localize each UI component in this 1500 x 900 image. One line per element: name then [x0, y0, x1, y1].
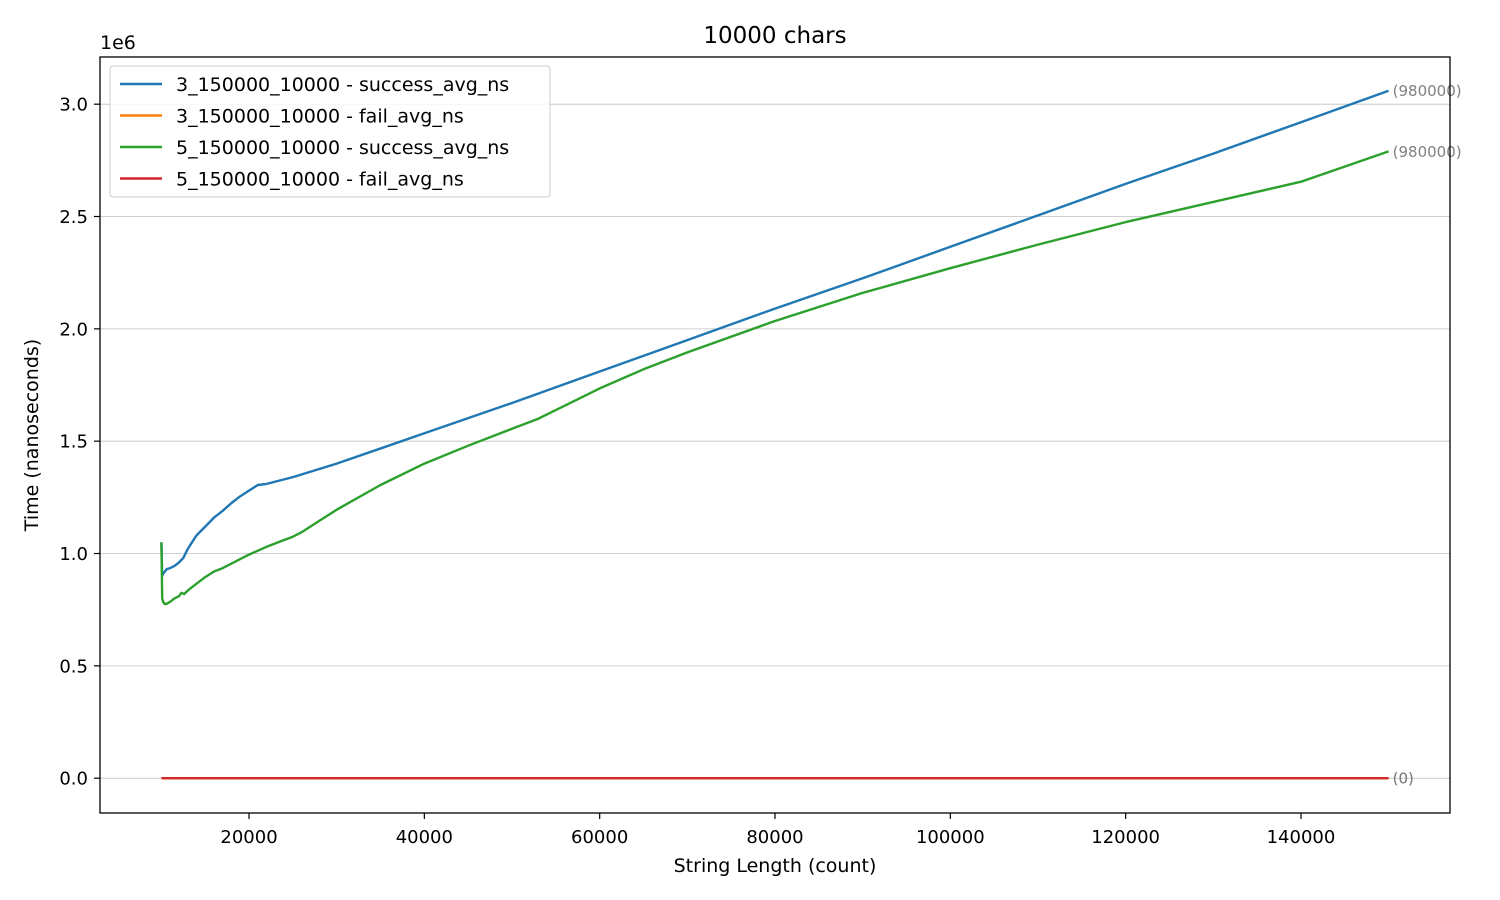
legend: 3_150000_10000 - success_avg_ns 3_150000_…: [109, 65, 551, 198]
y-axis-offset-label: 1e6: [100, 32, 136, 54]
x-tick-label: 80000: [746, 827, 803, 848]
y-tick-label: 0.0: [59, 769, 88, 790]
legend-label-3: 5_150000_10000 - fail_avg_ns: [176, 169, 464, 191]
x-axis-title: String Length (count): [674, 855, 877, 877]
x-tick-label: 60000: [571, 827, 628, 848]
x-tick-label: 140000: [1267, 827, 1336, 848]
series-end-label-3: (0): [1393, 770, 1414, 788]
y-axis-ticks: 0.0 0.5 1.0 1.5 2.0 2.5 3.0: [59, 95, 100, 790]
x-tick-label: 40000: [396, 827, 453, 848]
end-labels: (980000)(0)(980000)(0): [1393, 82, 1462, 787]
legend-label-1: 3_150000_10000 - fail_avg_ns: [176, 106, 464, 128]
series-end-label-1: (0): [1393, 770, 1414, 788]
legend-label-0: 3_150000_10000 - success_avg_ns: [176, 74, 509, 96]
series-lines: [160, 89, 1390, 780]
series-end-label-0: (980000): [1393, 82, 1462, 100]
y-tick-label: 2.5: [59, 207, 88, 228]
x-tick-label: 100000: [916, 827, 985, 848]
y-tick-label: 0.5: [59, 656, 88, 677]
x-tick-label: 120000: [1091, 827, 1160, 848]
chart-title: 10000 chars: [703, 23, 846, 49]
series-line-2: [160, 150, 1389, 606]
y-tick-label: 2.0: [59, 319, 88, 340]
series-end-label-2: (980000): [1393, 143, 1462, 161]
y-tick-label: 1.0: [59, 544, 88, 565]
legend-label-2: 5_150000_10000 - success_avg_ns: [176, 137, 509, 159]
x-axis-ticks: 20000 40000 60000 80000 100000 120000 140000: [220, 813, 1335, 848]
series-line-0: [160, 89, 1390, 578]
y-tick-label: 3.0: [59, 95, 88, 116]
legend-items: 3_150000_10000 - success_avg_ns 3_150000_…: [120, 74, 509, 191]
x-tick-label: 20000: [220, 827, 277, 848]
legend-frame: [109, 65, 551, 198]
y-tick-label: 1.5: [59, 432, 88, 453]
y-axis-title: Time (nanoseconds): [21, 339, 43, 532]
